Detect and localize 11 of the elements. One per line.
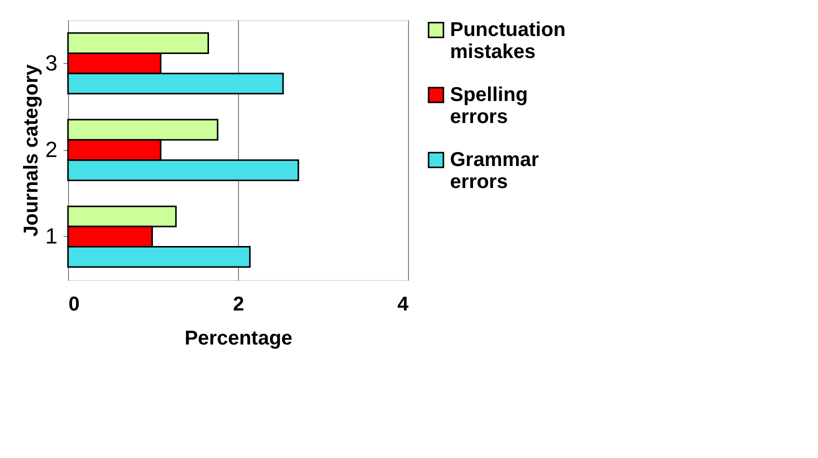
x-tick-label: 4 [397, 294, 410, 316]
x-axis-title: Percentage [184, 328, 292, 350]
y-axis-title: Journals category [20, 63, 42, 237]
y-tick-label: 3 [45, 50, 58, 76]
x-tick-label: 2 [232, 294, 244, 316]
y-tick-label: 2 [45, 137, 58, 162]
legend-label: Spelling errors [450, 84, 528, 128]
legend-label: Punctuation mistakes [450, 19, 566, 63]
legend-label: Grammar errors [450, 149, 540, 193]
y-tick-label: 1 [45, 224, 58, 249]
x-tick-label: 0 [68, 294, 80, 316]
